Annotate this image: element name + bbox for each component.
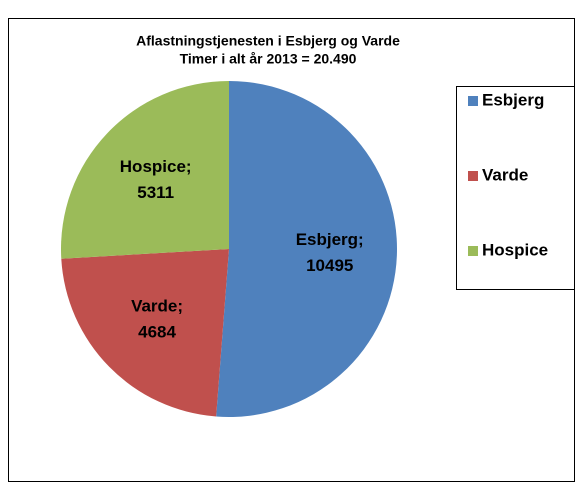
data-label: Esbjerg; 10495 <box>296 230 364 275</box>
pie-slice <box>216 81 397 417</box>
pie-slice <box>60 81 229 259</box>
legend-label: Hospice <box>482 240 548 259</box>
legend-swatch <box>468 171 478 181</box>
legend-label: Varde <box>482 165 528 184</box>
pie-slice <box>61 249 229 417</box>
legend-swatch <box>468 96 478 106</box>
chart-title: Aflastningstjenesten i Esbjerg og Varde <box>136 33 400 49</box>
data-label: Hospice; 5311 <box>120 157 192 202</box>
legend-label: Esbjerg <box>482 90 544 109</box>
legend-swatch <box>468 246 478 256</box>
chart-subtitle: Timer i alt år 2013 = 20.490 <box>180 51 357 67</box>
data-label: Varde; 4684 <box>131 297 183 342</box>
